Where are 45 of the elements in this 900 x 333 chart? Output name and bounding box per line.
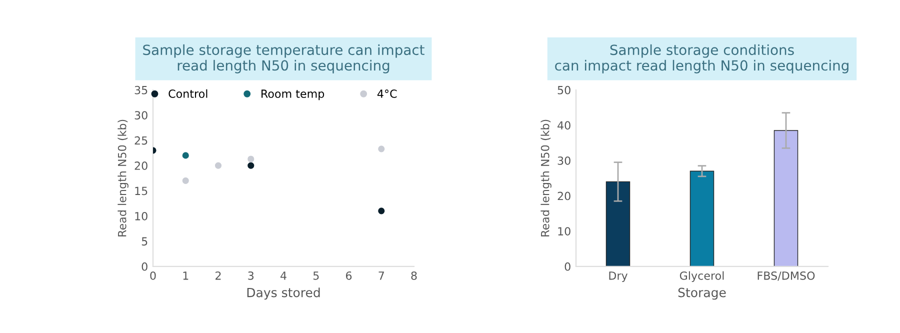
y-tick-label: 50 — [558, 86, 570, 94]
x-tick-label: Glycerol — [680, 271, 724, 282]
y-tick-label: 40 — [558, 121, 570, 130]
x-tick-label: 6 — [346, 271, 352, 280]
legend-label: Control — [168, 89, 208, 98]
y-tick-label: 30 — [134, 111, 148, 120]
y-tick-label: 0 — [142, 262, 148, 271]
x-tick-label: 3 — [248, 271, 254, 280]
y-tick-label: 30 — [558, 156, 570, 165]
x-tick-label: Dry — [609, 272, 628, 282]
y-tick-label: 25 — [134, 136, 148, 145]
y-tick-label: 35 — [134, 86, 148, 94]
point — [248, 156, 254, 162]
y-tick-label: 15 — [135, 186, 148, 196]
x-tick-label: FBS/DMSO — [758, 271, 815, 281]
x-tick-label: 2 — [216, 271, 221, 280]
y-tick-label: 20 — [558, 192, 570, 200]
x-axis-title: Days stored — [247, 288, 320, 300]
y-axis-title: Read length N50 (kb) — [540, 120, 552, 236]
bar — [690, 170, 714, 266]
chart-title: Sample storage temperature can impact read length N50 in sequencing — [143, 44, 424, 74]
x-tick-label: 5 — [313, 272, 319, 280]
point — [182, 152, 189, 159]
point — [182, 177, 189, 184]
chart-title: Sample storage conditions can impact read length N50 in sequencing — [555, 44, 848, 74]
point — [214, 162, 222, 169]
point — [378, 146, 385, 152]
y-tick-label: 10 — [135, 212, 148, 220]
x-tick-label: 4 — [280, 272, 286, 280]
x-tick-label: 8 — [411, 271, 417, 280]
legend-label: Room temp — [262, 90, 324, 100]
point — [378, 208, 385, 214]
point — [248, 162, 254, 169]
x-tick-label: 0 — [150, 271, 156, 280]
y-axis-title: Read length N50 (kb) — [118, 120, 128, 236]
y-tick-label: 20 — [134, 162, 148, 170]
y-tick-label: 0 — [564, 262, 570, 271]
y-tick-label: 5 — [142, 237, 148, 246]
x-tick-label: 1 — [183, 272, 188, 280]
legend-label: 4°C — [377, 90, 397, 98]
bar — [774, 130, 798, 266]
x-axis-title: Storage — [678, 288, 726, 300]
bar — [606, 181, 630, 266]
y-tick-label: 10 — [558, 227, 570, 236]
x-tick-label: 7 — [378, 272, 384, 280]
